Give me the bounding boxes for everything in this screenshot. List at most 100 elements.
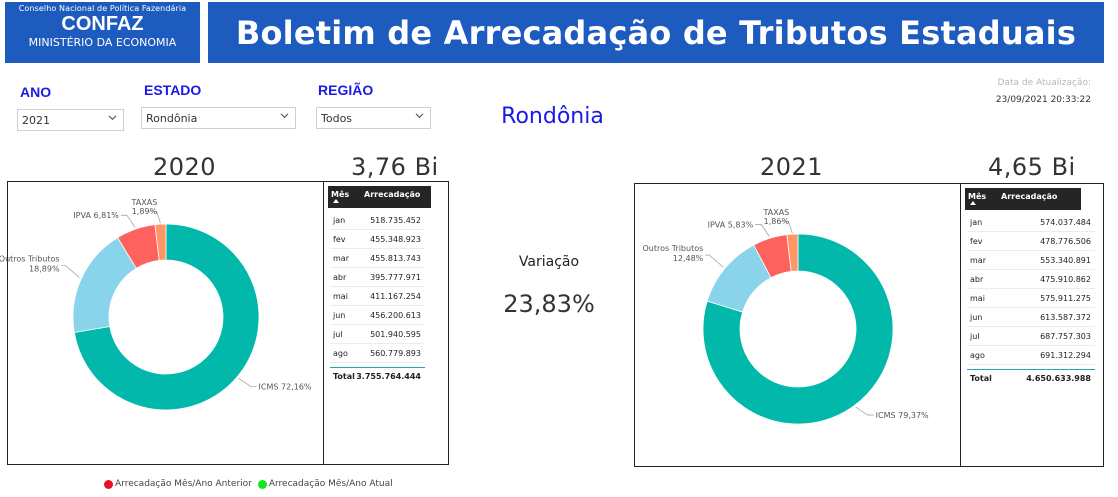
sort-asc-icon (333, 199, 339, 203)
month-cell: jan (333, 216, 346, 225)
donut-slice-taxas[interactable] (786, 233, 799, 272)
left-year: 2020 (153, 153, 217, 181)
slice-label-icms: ICMS 72,16% (259, 382, 312, 391)
update-date-label: Data de Atualização: (997, 78, 1091, 88)
leader-line (238, 378, 257, 387)
table-row[interactable]: mar 455.813.743 (330, 250, 425, 268)
table-header: Mês Arrecadação (965, 188, 1081, 210)
value-cell: 475.910.862 (1040, 275, 1091, 284)
month-cell: abr (970, 275, 984, 284)
month-cell: ago (333, 349, 348, 358)
donut-slice-taxas[interactable] (154, 223, 167, 261)
leader-line (61, 265, 80, 278)
table-row[interactable]: fev 478.776.506 (967, 233, 1095, 251)
chevron-down-icon (415, 113, 424, 119)
table-row[interactable]: jun 456.200.613 (330, 307, 425, 325)
slice-label-outros: Outros Tributos (642, 244, 703, 253)
donut-slice-icms[interactable] (702, 233, 894, 425)
report-title-banner: Boletim de Arrecadação de Tributos Estad… (208, 2, 1104, 63)
org-full-name: Conselho Nacional de Política Fazendária (18, 4, 187, 13)
selected-state-title: Rondônia (501, 104, 604, 129)
right-total-big: 4,65 Bi (988, 153, 1076, 181)
estado-dropdown-value: Rondônia (146, 112, 198, 125)
regiao-dropdown-value: Todos (321, 112, 353, 125)
slice-label-taxas: TAXAS (131, 198, 158, 207)
month-cell: jan (970, 218, 983, 227)
chevron-down-icon (108, 115, 117, 121)
total-row: Total 3.755.764.444 (330, 367, 425, 385)
legend-item-atual[interactable]: Arrecadação Mês/Ano Atual (257, 479, 393, 489)
legend-dot-green (257, 479, 267, 489)
leader-line (148, 210, 161, 224)
org-acronym: CONFAZ (61, 13, 144, 35)
slice-label-outros: Outros Tributos (0, 255, 60, 264)
table-row[interactable]: ago 691.312.294 (967, 347, 1095, 365)
update-date-value: 23/09/2021 20:33:22 (995, 95, 1091, 105)
sort-asc-icon (970, 201, 976, 205)
table-row[interactable]: abr 475.910.862 (967, 271, 1095, 289)
value-cell: 518.735.452 (370, 216, 421, 225)
leader-line (705, 254, 724, 268)
total-value: 3.755.764.444 (356, 372, 421, 381)
month-cell: mai (333, 292, 348, 301)
ano-dropdown[interactable]: 2021 (17, 109, 124, 131)
month-cell: mar (970, 256, 986, 265)
left-total-big: 3,76 Bi (351, 153, 439, 181)
chevron-down-icon (280, 113, 289, 119)
table-row[interactable]: fev 455.348.923 (330, 231, 425, 249)
table-row[interactable]: jan 574.037.484 (967, 214, 1095, 232)
legend-item-anterior[interactable]: Arrecadação Mês/Ano Anterior (104, 479, 252, 489)
report-title: Boletim de Arrecadação de Tributos Estad… (235, 13, 1077, 52)
slice-label-taxas-pct: 1,89% (132, 207, 158, 216)
col-mes-header[interactable]: Mês (968, 192, 987, 201)
month-cell: ago (970, 351, 985, 360)
donut-slice-icms[interactable] (73, 223, 260, 411)
table-row[interactable]: mai 575.911.275 (967, 290, 1095, 308)
estado-filter-label: ESTADO (144, 82, 202, 98)
value-cell: 575.911.275 (1040, 294, 1091, 303)
table-row[interactable]: abr 395.777.971 (330, 269, 425, 287)
month-cell: mai (970, 294, 985, 303)
regiao-dropdown[interactable]: Todos (316, 107, 431, 129)
total-label: Total (333, 372, 355, 381)
value-cell: 455.348.923 (370, 235, 421, 244)
table-row[interactable]: mar 553.340.891 (967, 252, 1095, 270)
value-cell: 478.776.506 (1040, 237, 1091, 246)
legend-label-atual: Arrecadação Mês/Ano Atual (268, 479, 393, 489)
table-row[interactable]: ago 560.779.893 (330, 345, 425, 363)
slice-label-ipva: IPVA 6,81% (73, 211, 119, 220)
right-year: 2021 (760, 153, 824, 181)
col-mes-header[interactable]: Mês (331, 190, 350, 199)
leader-line (780, 220, 793, 234)
value-cell: 501.940.595 (370, 330, 421, 339)
ministry-name: MINISTÉRIO DA ECONOMIA (28, 36, 177, 49)
legend-label-anterior: Arrecadação Mês/Ano Anterior (115, 479, 252, 489)
table-row[interactable]: jun 613.587.372 (967, 309, 1095, 327)
table-row[interactable]: jul 687.757.303 (967, 328, 1095, 346)
value-cell: 574.037.484 (1040, 218, 1091, 227)
col-arrecadacao-header[interactable]: Arrecadação (1001, 192, 1058, 201)
ano-dropdown-value: 2021 (22, 114, 50, 127)
slice-label-outros-pct: 12,48% (673, 254, 704, 263)
total-value: 4.650.633.988 (1026, 374, 1091, 383)
ano-filter-label: ANO (20, 84, 52, 100)
total-label: Total (970, 374, 992, 383)
value-cell: 411.167.254 (370, 292, 421, 301)
regiao-filter-label: REGIÃO (318, 82, 374, 98)
estado-dropdown[interactable]: Rondônia (141, 107, 296, 129)
month-cell: jul (333, 330, 343, 339)
legend-dot-red (104, 479, 113, 489)
table-row[interactable]: jul 501.940.595 (330, 326, 425, 344)
slice-label-taxas-pct: 1,86% (764, 217, 790, 226)
leader-line (855, 406, 874, 416)
month-cell: fev (333, 235, 346, 244)
col-arrecadacao-header[interactable]: Arrecadação (364, 190, 421, 199)
slice-label-icms: ICMS 79,37% (876, 411, 929, 420)
month-cell: jul (970, 332, 980, 341)
table-row[interactable]: mai 411.167.254 (330, 288, 425, 306)
value-cell: 456.200.613 (370, 311, 421, 320)
table-row[interactable]: jan 518.735.452 (330, 212, 425, 230)
slice-label-ipva: IPVA 5,83% (708, 220, 754, 229)
value-cell: 691.312.294 (1040, 351, 1091, 360)
